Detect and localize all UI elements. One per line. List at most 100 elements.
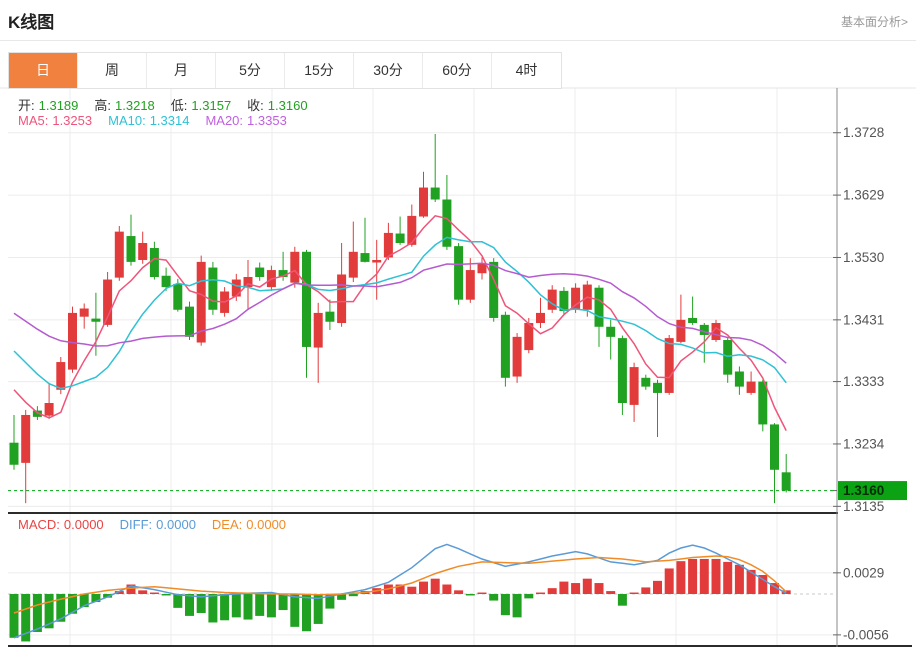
ma20-label: MA20: xyxy=(205,113,244,128)
candle-body xyxy=(699,324,709,335)
candle-body xyxy=(536,312,545,323)
macd-bar xyxy=(512,594,522,618)
candle-body xyxy=(395,233,405,243)
current-price-badge-label: 1.3160 xyxy=(843,483,884,498)
macd-bar xyxy=(524,594,534,599)
macd-bar xyxy=(126,584,136,594)
candle-body xyxy=(641,377,651,387)
macd-bar xyxy=(325,594,335,609)
tab-周[interactable]: 周 xyxy=(78,53,147,88)
close-label: 收: xyxy=(247,98,264,113)
candle-body xyxy=(32,410,42,417)
axis-tick-label: 1.3431 xyxy=(843,312,884,327)
ma-legend: MA5: 1.3253 MA10: 1.3314 MA20: 1.3353 xyxy=(18,113,291,128)
fundamental-analysis-link[interactable]: 基本面分析> xyxy=(840,15,908,29)
macd-bar xyxy=(91,594,101,603)
dea-line xyxy=(13,555,787,614)
macd-bar xyxy=(746,569,756,594)
ma5-label: MA5: xyxy=(18,113,49,128)
axis-tick-label: 1.3234 xyxy=(843,436,885,451)
current-price-badge xyxy=(838,481,907,501)
macd-bar xyxy=(430,578,440,594)
macd-legend: MACD: 0.0000 DIFF: 0.0000 DEA: 0.0000 xyxy=(18,517,290,532)
candle-body xyxy=(454,246,464,300)
candle-body xyxy=(606,326,616,337)
period-tab-bar: 日周月 5分 15分 30分 60分 4时 xyxy=(8,52,562,89)
macd-bar xyxy=(699,558,709,594)
candle-body xyxy=(138,242,148,260)
macd-bar xyxy=(606,591,616,594)
header-divider xyxy=(0,40,916,41)
tab-5分[interactable]: 5分 xyxy=(216,53,285,88)
candle-body xyxy=(91,318,101,322)
axis-tick-label: 1.3333 xyxy=(843,374,884,389)
macd-bar xyxy=(617,594,627,606)
dea-value: 0.0000 xyxy=(246,517,287,532)
candle-body xyxy=(21,414,31,463)
ma5-line xyxy=(13,214,787,431)
open-value: 1.3189 xyxy=(38,98,79,113)
macd-bar xyxy=(676,561,686,594)
macd-bar xyxy=(477,592,487,594)
macd-value: 0.0000 xyxy=(63,517,104,532)
candle-body xyxy=(79,308,89,317)
candle-body xyxy=(477,263,487,274)
macd-bar xyxy=(21,594,31,642)
axis-tick-label: 0.0029 xyxy=(843,565,884,580)
candle-body xyxy=(746,381,756,393)
macd-bar xyxy=(664,568,674,594)
candle-body xyxy=(442,199,452,247)
tab-月[interactable]: 月 xyxy=(147,53,216,88)
macd-bar xyxy=(114,591,124,594)
candle-body xyxy=(559,290,569,312)
tab-30分[interactable]: 30分 xyxy=(354,53,423,88)
tab-4时[interactable]: 4时 xyxy=(492,53,561,88)
macd-bar xyxy=(500,594,510,616)
tab-60分[interactable]: 60分 xyxy=(423,53,492,88)
macd-bar xyxy=(138,590,148,594)
macd-bar xyxy=(68,594,77,614)
macd-bar xyxy=(255,594,265,616)
page-title: K线图 xyxy=(8,13,55,32)
tab-15分[interactable]: 15分 xyxy=(285,53,354,88)
candle-body xyxy=(653,382,662,393)
candle-body xyxy=(770,424,779,470)
candle-body xyxy=(9,442,19,465)
macd-label: MACD: xyxy=(18,517,60,532)
candle-body xyxy=(185,306,194,337)
candle-body xyxy=(255,267,265,278)
candle-body xyxy=(68,312,77,370)
candle-body xyxy=(383,232,393,258)
macd-bar xyxy=(547,588,557,594)
macd-bar xyxy=(348,594,358,597)
high-value: 1.3218 xyxy=(115,98,155,113)
tab-日[interactable]: 日 xyxy=(9,53,78,88)
ohlc-legend: 开: 1.3189 高: 1.3218 低: 1.3157 收: 1.3160 xyxy=(18,95,312,114)
macd-bar xyxy=(559,581,569,594)
candle-body xyxy=(407,215,417,245)
macd-bar xyxy=(536,592,545,594)
candle-body xyxy=(208,267,218,310)
macd-bar xyxy=(208,594,218,623)
open-label: 开: xyxy=(18,98,35,113)
candle-body xyxy=(243,277,253,288)
candle-body xyxy=(465,270,475,300)
macd-bar xyxy=(243,594,253,620)
macd-bar xyxy=(220,594,230,621)
macd-bar xyxy=(313,594,323,624)
candle-body xyxy=(325,311,335,322)
candle-body xyxy=(688,317,698,323)
candle-body xyxy=(114,231,124,278)
close-value: 1.3160 xyxy=(267,98,308,113)
candle-body xyxy=(44,403,54,416)
candle-body xyxy=(512,336,522,377)
macd-bar xyxy=(770,583,779,594)
macd-bar xyxy=(395,584,405,594)
candle-body xyxy=(571,287,581,310)
macd-bar xyxy=(641,587,651,594)
macd-bar xyxy=(629,592,639,594)
macd-bar xyxy=(9,594,19,638)
chart-bottom-border xyxy=(8,645,912,647)
low-value: 1.3157 xyxy=(191,98,232,113)
